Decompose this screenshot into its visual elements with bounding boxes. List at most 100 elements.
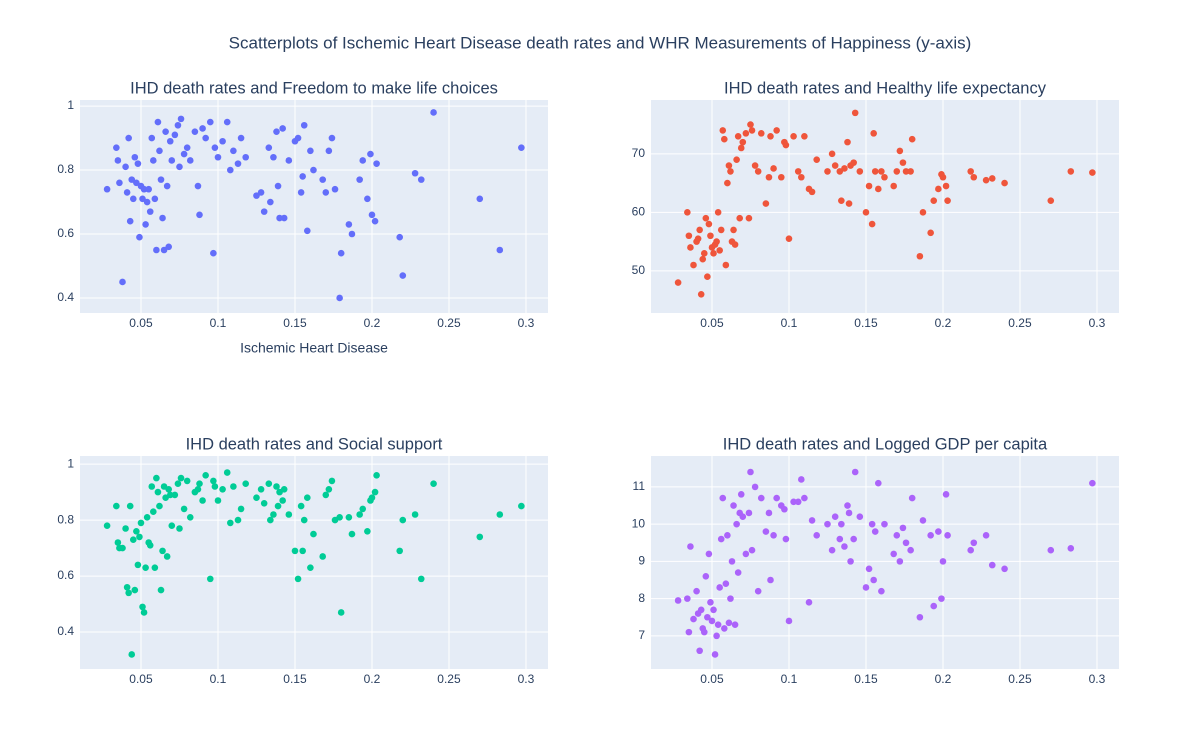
point bbox=[930, 602, 938, 610]
point bbox=[730, 502, 737, 509]
point bbox=[119, 544, 126, 552]
point bbox=[798, 173, 805, 181]
point bbox=[134, 160, 142, 167]
figure-title: Scatterplots of Ischemic Heart Disease d… bbox=[229, 33, 972, 52]
point bbox=[199, 125, 206, 132]
point bbox=[103, 185, 111, 193]
point bbox=[739, 138, 747, 146]
point bbox=[119, 278, 126, 286]
point bbox=[196, 480, 203, 488]
point bbox=[747, 468, 754, 476]
point bbox=[908, 135, 916, 143]
point bbox=[730, 226, 737, 234]
point bbox=[399, 272, 407, 279]
point bbox=[162, 128, 169, 135]
point bbox=[153, 246, 160, 254]
point bbox=[721, 625, 728, 632]
subplot: IHD death rates and Freedom to make life… bbox=[57, 79, 548, 356]
point bbox=[371, 488, 379, 496]
point bbox=[273, 128, 280, 135]
point bbox=[140, 609, 148, 616]
point bbox=[310, 166, 317, 174]
y-tick-label: 0.4 bbox=[57, 624, 74, 638]
point bbox=[307, 564, 314, 571]
point bbox=[705, 550, 713, 558]
point bbox=[808, 188, 816, 196]
point bbox=[299, 173, 306, 180]
point bbox=[748, 127, 756, 134]
point bbox=[707, 599, 714, 606]
point bbox=[850, 535, 857, 543]
point bbox=[142, 221, 149, 228]
point bbox=[114, 157, 122, 164]
point bbox=[274, 182, 282, 190]
point bbox=[870, 130, 877, 137]
point bbox=[1067, 545, 1075, 552]
point bbox=[237, 134, 245, 142]
point bbox=[805, 599, 813, 606]
point bbox=[328, 477, 336, 485]
point bbox=[731, 621, 739, 628]
point bbox=[336, 513, 343, 521]
point bbox=[186, 513, 194, 521]
point bbox=[939, 173, 947, 181]
point bbox=[319, 553, 327, 560]
y-tick-label: 1 bbox=[67, 98, 74, 112]
point bbox=[919, 209, 927, 216]
point bbox=[139, 195, 146, 203]
point bbox=[919, 517, 927, 524]
point bbox=[748, 546, 756, 554]
point bbox=[260, 208, 268, 215]
point bbox=[123, 583, 131, 591]
point bbox=[476, 195, 484, 203]
subplot: IHD death rates and Healthy life expecta… bbox=[632, 79, 1119, 330]
point bbox=[751, 162, 759, 169]
point bbox=[785, 235, 793, 242]
y-tick-label: 0.8 bbox=[57, 162, 74, 176]
y-tick-label: 0.4 bbox=[57, 290, 74, 304]
point bbox=[276, 214, 283, 222]
point bbox=[747, 121, 754, 128]
y-tick-label: 10 bbox=[632, 516, 646, 530]
point bbox=[150, 157, 157, 164]
y-tick-label: 8 bbox=[638, 591, 645, 605]
point bbox=[123, 189, 131, 196]
point bbox=[862, 209, 870, 216]
point bbox=[881, 520, 888, 528]
point bbox=[899, 524, 907, 532]
point bbox=[253, 494, 260, 502]
point bbox=[214, 153, 222, 161]
point bbox=[1089, 479, 1096, 487]
point bbox=[734, 132, 742, 140]
x-tick-label: 0.05 bbox=[700, 316, 724, 330]
point bbox=[103, 522, 111, 529]
point bbox=[845, 200, 853, 207]
point bbox=[674, 279, 682, 286]
point bbox=[300, 516, 308, 524]
point bbox=[794, 168, 802, 175]
point bbox=[345, 221, 353, 228]
point bbox=[704, 273, 711, 281]
point bbox=[851, 468, 859, 476]
point bbox=[733, 520, 740, 528]
point bbox=[371, 217, 379, 225]
point bbox=[754, 168, 762, 175]
point bbox=[722, 580, 730, 588]
point bbox=[942, 182, 950, 190]
point bbox=[801, 494, 808, 502]
point bbox=[696, 647, 703, 655]
point bbox=[710, 250, 717, 257]
y-tick-label: 50 bbox=[632, 263, 646, 277]
point bbox=[700, 250, 708, 257]
point bbox=[242, 480, 250, 488]
point bbox=[907, 168, 914, 175]
point bbox=[126, 502, 134, 510]
point bbox=[177, 115, 185, 123]
point bbox=[202, 472, 209, 479]
point bbox=[742, 130, 750, 137]
point bbox=[191, 128, 199, 135]
point bbox=[136, 533, 143, 541]
point bbox=[868, 220, 876, 228]
point bbox=[267, 516, 274, 524]
